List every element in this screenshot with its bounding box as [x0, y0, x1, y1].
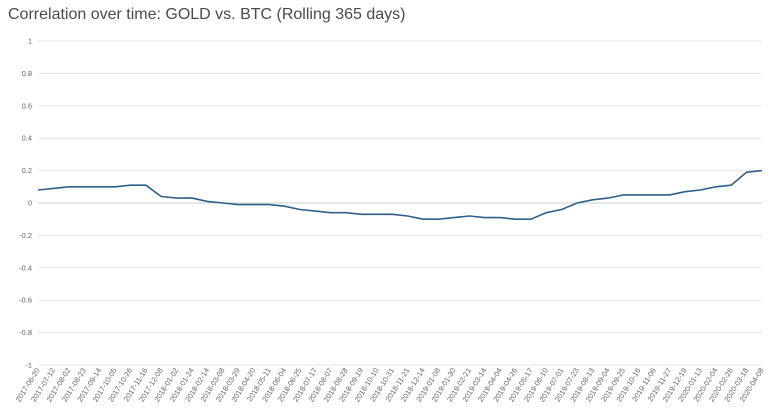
data-point — [623, 194, 624, 195]
gridlines — [38, 40, 762, 366]
data-point — [330, 212, 331, 213]
data-point — [114, 186, 115, 187]
data-point — [423, 219, 424, 220]
data-point — [345, 212, 346, 213]
data-point — [592, 199, 593, 200]
data-point — [99, 186, 100, 187]
data-point — [515, 219, 516, 220]
data-point — [607, 198, 608, 199]
data-point — [484, 217, 485, 218]
data-point — [84, 186, 85, 187]
data-point — [731, 185, 732, 186]
data-point — [530, 219, 531, 220]
data-point — [191, 198, 192, 199]
data-point — [68, 186, 69, 187]
data-point — [761, 170, 762, 171]
series-layer — [37, 169, 763, 220]
y-axis: 1 0.8 0.6 0.4 0.2 0 -0.2 -0.4 -0.6 -0.8 -1 — [19, 37, 32, 370]
data-point — [376, 214, 377, 215]
data-point — [130, 185, 131, 186]
data-point — [37, 189, 38, 190]
y-tick-label: -0.8 — [19, 328, 32, 337]
data-point — [469, 215, 470, 216]
y-tick-label: -0.2 — [19, 231, 32, 240]
data-point — [438, 219, 439, 220]
data-point — [684, 191, 685, 192]
data-point — [176, 198, 177, 199]
data-point — [268, 204, 269, 205]
y-tick-label: 0.2 — [22, 166, 32, 175]
data-point — [207, 201, 208, 202]
data-point — [715, 186, 716, 187]
data-point — [746, 172, 747, 173]
y-tick-label: 0.8 — [22, 69, 32, 78]
data-point — [161, 196, 162, 197]
data-point — [315, 211, 316, 212]
data-point — [500, 217, 501, 218]
data-point — [238, 204, 239, 205]
data-point — [253, 204, 254, 205]
data-point — [700, 189, 701, 190]
y-tick-label: -0.6 — [19, 296, 32, 305]
data-point — [392, 214, 393, 215]
data-point — [361, 214, 362, 215]
y-tick-label: -1 — [25, 361, 32, 370]
data-point — [299, 209, 300, 210]
x-axis: 2017-06-202017-07-122017-08-022017-08-23… — [14, 366, 766, 403]
y-tick-label: 0.4 — [22, 134, 32, 143]
y-tick-label: 1 — [28, 37, 32, 46]
data-point — [561, 209, 562, 210]
data-point — [546, 212, 547, 213]
data-point — [407, 215, 408, 216]
series-line — [37, 169, 763, 220]
data-point — [222, 202, 223, 203]
data-point — [638, 194, 639, 195]
data-point — [669, 194, 670, 195]
data-point — [453, 217, 454, 218]
chart-title: Correlation over time: GOLD vs. BTC (Rol… — [8, 6, 406, 23]
data-point — [145, 185, 146, 186]
y-tick-label: -0.4 — [19, 263, 32, 272]
data-point — [53, 188, 54, 189]
data-point — [654, 194, 655, 195]
y-tick-label: 0 — [28, 199, 32, 208]
data-point — [284, 206, 285, 207]
data-point — [577, 202, 578, 203]
y-tick-label: 0.6 — [22, 101, 32, 110]
